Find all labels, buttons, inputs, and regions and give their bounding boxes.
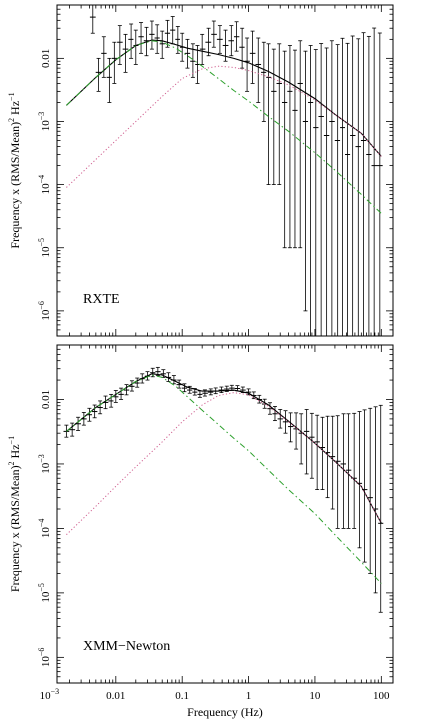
- series-dash-dot: [66, 374, 382, 584]
- x-tick-label-text: 0.1: [175, 690, 189, 702]
- x-axis-label: Frequency (Hz): [187, 705, 263, 719]
- y-tick-label-text: 10: [40, 309, 52, 321]
- series-dash-dot: [66, 40, 382, 214]
- y-tick-label-text: 10: [40, 246, 52, 258]
- x-tick-label: 100: [373, 690, 390, 702]
- x-tick-label-exp: −3: [51, 687, 60, 696]
- y-tick-label-text: 0.01: [40, 49, 52, 68]
- model-dotted-line: [66, 65, 382, 188]
- x-tick-label: 0.01: [106, 690, 125, 702]
- model-dash-dot-line: [66, 374, 382, 584]
- series-step-errorbars: [89, 5, 383, 336]
- y-axis-label: Frequency x (RMS/Mean)2 Hz−1: [7, 436, 22, 592]
- y-tick-label: 10−4: [37, 519, 52, 539]
- y-tick-label: 10−6: [37, 301, 52, 321]
- x-tick-label: 10: [309, 690, 321, 702]
- y-axis-label-ylabel_sup: 2: [7, 118, 16, 122]
- model-dash-dot-line: [66, 40, 382, 214]
- x-tick-label-text: 10: [309, 690, 321, 702]
- panel-label: RXTE: [83, 292, 120, 307]
- y-axis-label-ylabel_unit: Hz: [8, 101, 22, 118]
- y-axis-label-ylabel_unit: Hz: [8, 444, 22, 461]
- y-tick-label-text: 10: [40, 656, 52, 668]
- y-tick-label-exp: −3: [37, 112, 46, 121]
- y-axis-label-ylabel_unit_sup: −1: [7, 92, 16, 101]
- y-axis-label-ylabel_sup: 2: [7, 461, 16, 465]
- y-tick-label: 0.01: [40, 390, 52, 409]
- y-tick-label-exp: −3: [37, 454, 46, 463]
- y-tick-label-exp: −6: [37, 301, 46, 310]
- y-axis-label-ylabel: Frequency x (RMS/Mean): [8, 122, 22, 249]
- series-solid: [66, 39, 382, 157]
- y-axis-label-ylabel_unit_sup: −1: [7, 436, 16, 445]
- y-tick-label: 10−5: [37, 583, 52, 603]
- y-tick-label-exp: −5: [37, 238, 46, 247]
- y-axis-label-ylabel: Frequency x (RMS/Mean): [8, 465, 22, 592]
- x-tick-label-text: 0.01: [106, 690, 125, 702]
- y-tick-label: 10−3: [37, 112, 52, 132]
- model-dotted-line: [66, 392, 382, 536]
- panel-label: XMM−Newton: [83, 639, 170, 654]
- x-tick-label-text: 1: [246, 690, 252, 702]
- model-solid-line: [66, 39, 382, 157]
- x-tick-label-text: 10: [40, 690, 52, 702]
- y-tick-label: 10−4: [37, 175, 52, 195]
- y-tick-label-text: 10: [40, 462, 52, 474]
- x-tick-label: 10−3: [40, 687, 60, 702]
- y-tick-label: 10−6: [37, 648, 52, 668]
- x-tick-label: 0.1: [175, 690, 189, 702]
- series-dotted: [66, 65, 382, 188]
- y-tick-label-exp: −6: [37, 648, 46, 657]
- plot-frame: [56, 344, 394, 684]
- y-axis-label: Frequency x (RMS/Mean)2 Hz−1: [7, 92, 22, 248]
- plot-frame: [56, 4, 394, 337]
- y-tick-label-exp: −4: [37, 175, 46, 184]
- series-dotted: [66, 392, 382, 536]
- y-tick-label-text: 10: [40, 527, 52, 539]
- y-tick-label-text: 0.01: [40, 390, 52, 409]
- tick-marks: [57, 344, 393, 684]
- x-tick-label: 1: [246, 690, 252, 702]
- y-tick-label-text: 10: [40, 120, 52, 132]
- tick-marks: [57, 4, 393, 337]
- y-tick-label-text: 10: [40, 183, 52, 195]
- y-tick-label: 0.01: [40, 49, 52, 68]
- y-tick-label-exp: −4: [37, 519, 46, 528]
- y-tick-label: 10−5: [37, 238, 52, 258]
- y-tick-label-exp: −5: [37, 583, 46, 592]
- x-tick-label-text: 100: [373, 690, 390, 702]
- series-step-errorbars: [63, 366, 384, 613]
- y-tick-label-text: 10: [40, 591, 52, 603]
- y-tick-label: 10−3: [37, 454, 52, 474]
